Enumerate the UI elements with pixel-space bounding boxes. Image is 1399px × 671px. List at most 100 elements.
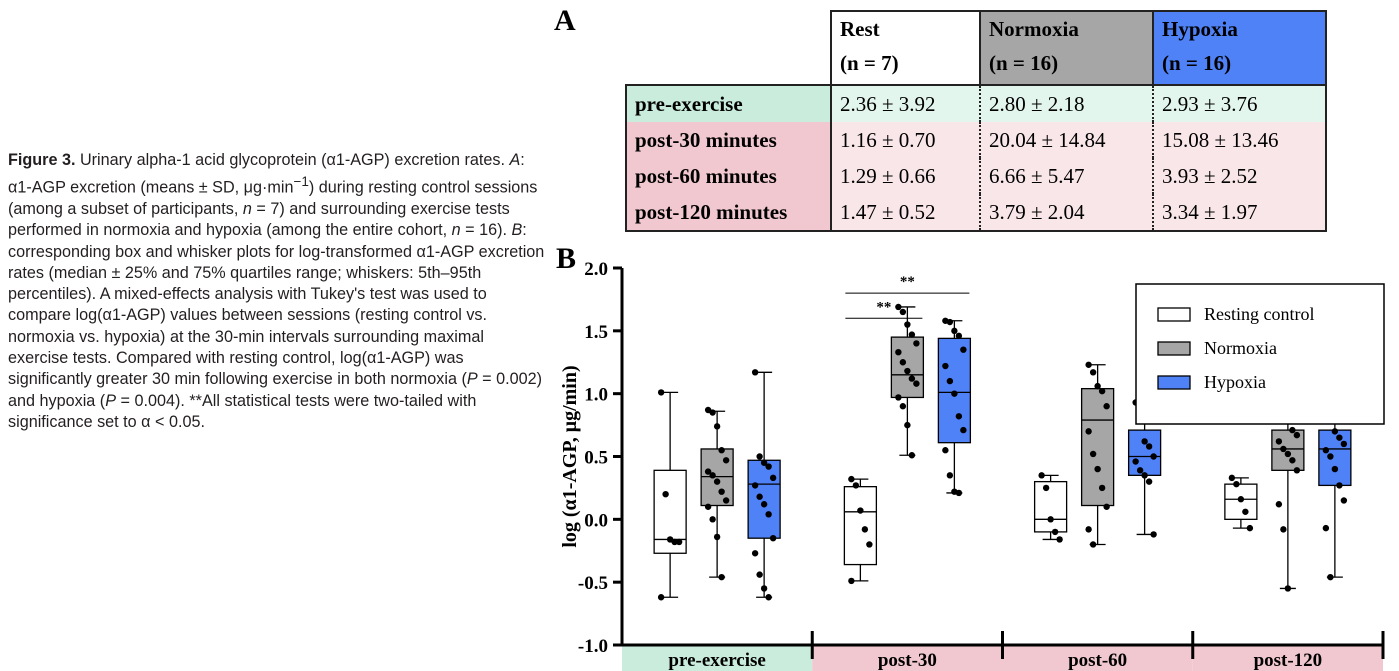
results-table: Rest (n = 7) Normoxia (n = 16) Hypoxia (… (625, 10, 1327, 232)
data-point (955, 489, 963, 497)
data-point (709, 409, 716, 416)
data-point (657, 389, 665, 396)
data-point (765, 511, 772, 518)
data-point (1289, 426, 1296, 434)
data-point (1085, 526, 1092, 533)
data-point (946, 472, 954, 479)
y-tick-label: -0.5 (578, 573, 608, 594)
header-rest-title: Rest (840, 17, 880, 41)
figure-label: Figure 3. (8, 151, 76, 169)
cell-post30-normoxia: 20.04 ± 14.84 (979, 122, 1153, 158)
box (1127, 429, 1162, 476)
data-point (951, 390, 958, 397)
chart-marks: ** ** (653, 274, 1352, 601)
data-point (955, 332, 963, 340)
box (1033, 480, 1068, 533)
data-point (1275, 438, 1283, 445)
cell-post60-rest: 1.29 ± 0.66 (830, 158, 980, 194)
row-label-post60: post-60 minutes (625, 158, 831, 194)
data-point (751, 369, 759, 376)
data-point (1280, 526, 1287, 533)
significance-label: ** (900, 274, 915, 290)
category-band (1192, 646, 1383, 671)
legend-swatch (1157, 307, 1191, 322)
caption-text-3: ) during resting control sessions (among… (8, 178, 538, 218)
data-point (1141, 472, 1148, 479)
data-point (895, 348, 902, 356)
data-point (704, 503, 712, 510)
cell-post60-normoxia: 6.66 ± 5.47 (979, 158, 1153, 194)
y-tick-label: 0.5 (584, 448, 608, 469)
header-normoxia: Normoxia (n = 16) (980, 10, 1154, 85)
data-point (1098, 387, 1106, 395)
data-point (908, 331, 916, 338)
cell-post30-rest: 1.16 ± 0.70 (830, 122, 980, 158)
table-row: post-120 minutes 1.47 ± 0.52 3.79 ± 2.04… (625, 194, 1327, 232)
cell-post120-normoxia: 3.79 ± 2.04 (979, 194, 1153, 232)
data-point (765, 463, 772, 470)
header-normoxia-n: (n = 16) (989, 51, 1059, 75)
data-point (960, 426, 967, 434)
data-point (1150, 531, 1157, 538)
data-point (1085, 361, 1092, 368)
data-point (904, 367, 911, 375)
data-point (857, 507, 864, 514)
data-point (1051, 528, 1059, 536)
data-point (751, 550, 759, 557)
data-point (913, 340, 920, 347)
caption-unit-exponent: −1 (293, 174, 309, 190)
data-point (1042, 484, 1050, 492)
y-tick-label: 1.5 (584, 322, 608, 343)
data-point (1284, 585, 1292, 592)
data-point (704, 468, 712, 475)
x-tick-label: pre-exercise (668, 650, 765, 671)
data-point (960, 346, 967, 353)
chart-axes: pre-exercise post-30 post-60 post-120 2.0 1.5… (578, 259, 1385, 671)
category-band (1002, 646, 1193, 671)
data-point (1293, 467, 1301, 474)
legend-swatch (1157, 375, 1191, 390)
y-tick-label: 0.0 (584, 510, 608, 531)
data-point (942, 362, 949, 370)
legend-label: Normoxia (1204, 338, 1277, 358)
data-point (1094, 382, 1101, 390)
table-row: pre-exercise 2.36 ± 3.92 2.80 ± 2.18 2.9… (625, 84, 1327, 122)
data-point (1089, 450, 1097, 458)
data-point (1289, 457, 1296, 464)
caption-text-7: = 0.002) and hypoxia ( (8, 370, 543, 410)
cell-post30-hypoxia: 15.08 ± 13.46 (1152, 122, 1327, 158)
data-point (1322, 524, 1330, 532)
y-tick-label: -1.0 (578, 636, 608, 657)
row-label-pre: pre-exercise (625, 84, 831, 122)
data-point (955, 413, 963, 420)
data-point (1331, 465, 1339, 473)
data-point (1145, 443, 1153, 450)
data-point (1242, 508, 1249, 515)
panel-a-letter: A (554, 4, 576, 37)
data-point (756, 571, 763, 578)
data-point (1340, 440, 1348, 448)
caption-p-var: P (105, 391, 117, 410)
data-point (1237, 496, 1245, 503)
x-tick-label: post-120 (1254, 650, 1323, 671)
caption-a-ref: A (509, 151, 521, 169)
data-point (899, 403, 907, 410)
caption-text-2: : α1-AGP excretion (means ± SD, μg·min (8, 151, 525, 197)
category-band (622, 646, 813, 671)
data-point (709, 516, 716, 523)
data-point (895, 394, 902, 401)
data-point (1336, 434, 1343, 441)
header-normoxia-title: Normoxia (989, 17, 1079, 41)
caption-text-8: = 0.004). **All statistical tests were t… (8, 391, 477, 431)
data-point (1056, 536, 1063, 543)
legend-swatch (1157, 341, 1191, 356)
caption-p-var: P (466, 370, 478, 389)
data-point (1233, 480, 1240, 488)
cell-post120-hypoxia: 3.34 ± 1.97 (1152, 194, 1327, 232)
data-point (1327, 453, 1334, 460)
data-point (904, 421, 911, 429)
data-point (951, 327, 958, 335)
data-point (1150, 453, 1157, 460)
caption-n-var: n (242, 199, 252, 218)
x-tick-label: post-60 (1068, 650, 1127, 671)
